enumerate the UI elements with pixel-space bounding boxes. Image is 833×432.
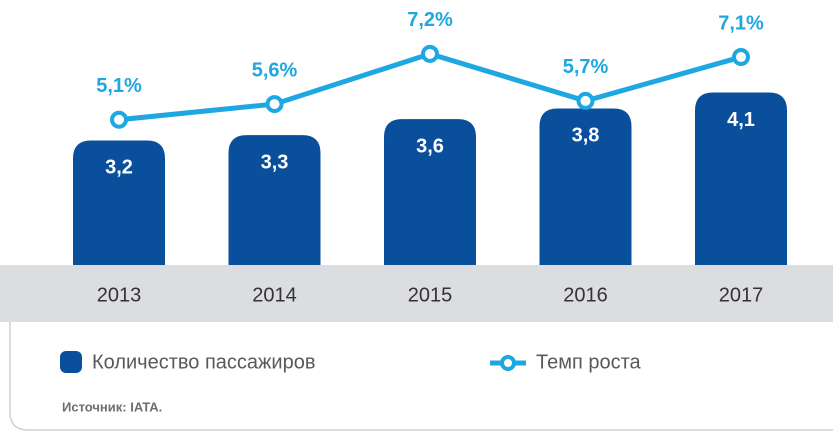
line-point	[265, 95, 284, 114]
line-point	[421, 44, 439, 63]
legend-label: Темп роста	[536, 351, 642, 373]
legend-swatch	[60, 351, 82, 373]
line-label: 7,2%	[407, 9, 453, 31]
source: Источник: IATA.	[62, 399, 162, 414]
legend-label: Количество пассажиров	[92, 351, 315, 373]
category-band	[0, 265, 833, 322]
line-label: 5,1%	[96, 75, 142, 97]
bar-label: 3,2	[105, 157, 133, 179]
bar-label: 4,1	[727, 109, 755, 131]
bar-label: 3,3	[261, 151, 289, 173]
line	[118, 51, 742, 123]
line-label: 5,6%	[252, 59, 298, 81]
bar	[539, 108, 632, 312]
x-tick-label: 2017	[719, 284, 764, 306]
x-tick-label: 2015	[408, 284, 453, 306]
legend-marker	[500, 355, 516, 371]
bar-label: 3,8	[572, 125, 600, 147]
x-tick-label: 2016	[563, 284, 608, 306]
bar	[384, 119, 476, 312]
x-tick-label: 2013	[97, 284, 142, 306]
x-tick-label: 2014	[252, 284, 297, 306]
bar	[695, 92, 787, 311]
line-point	[576, 91, 595, 110]
line-label: 5,7%	[563, 56, 609, 78]
line-point	[110, 110, 128, 129]
line-point	[732, 48, 750, 67]
bar-label: 3,6	[416, 135, 444, 157]
frame	[9, 322, 833, 431]
line-label: 7,1%	[718, 12, 764, 34]
